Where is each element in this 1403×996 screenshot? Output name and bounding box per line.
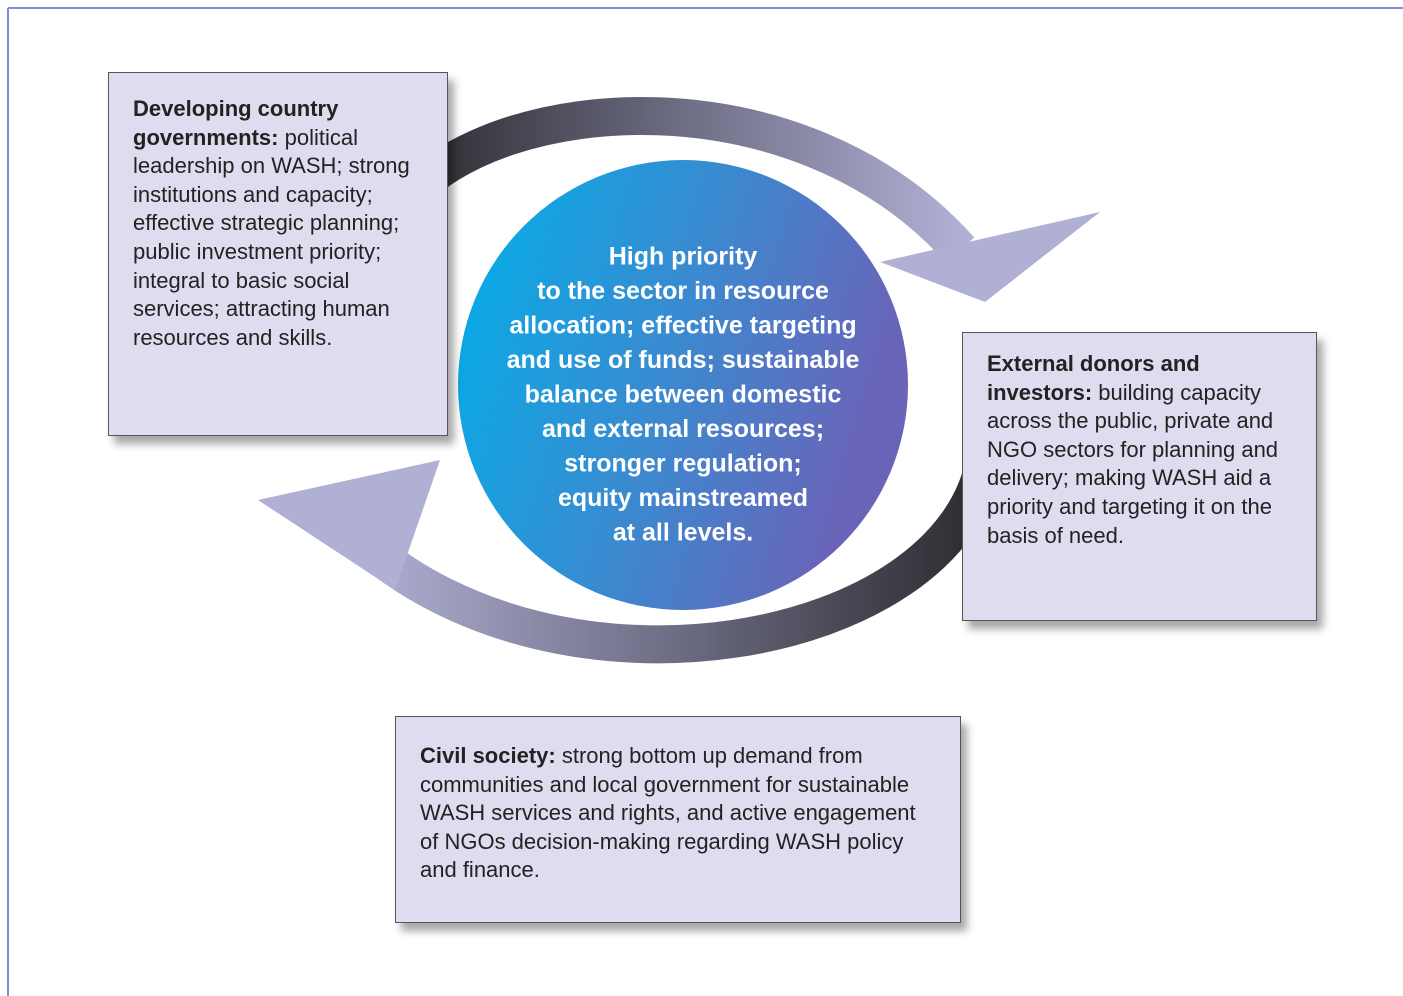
box-governments: Developing country governments: politica… bbox=[108, 72, 448, 436]
box-text: building capacity across the public, pri… bbox=[987, 379, 1279, 548]
box-text: strong bottom up demand from communities… bbox=[420, 743, 916, 883]
center-line: allocation; effective targeting bbox=[509, 312, 856, 340]
box-donors: External donors and investors: building … bbox=[962, 332, 1317, 621]
center-line: balance between domestic bbox=[525, 381, 842, 409]
center-text: High priority to the sector in resource al… bbox=[507, 243, 860, 547]
box-lead: Developing country governments: bbox=[133, 96, 339, 150]
arrowhead-top bbox=[880, 212, 1100, 302]
center-line: equity mainstreamed bbox=[558, 484, 808, 512]
box-lead: Civil society: bbox=[420, 743, 556, 768]
box-civil-society: Civil society: strong bottom up demand f… bbox=[395, 716, 961, 923]
arrowhead-bottom bbox=[258, 460, 440, 590]
center-line: to the sector in resource bbox=[537, 277, 829, 305]
center-line: at all levels. bbox=[613, 519, 753, 547]
center-circle bbox=[458, 160, 908, 610]
arrow-bottom bbox=[347, 455, 1004, 664]
arrow-top bbox=[390, 96, 975, 263]
center-line: and use of funds; sustainable bbox=[507, 346, 860, 374]
box-lead: External donors and investors: bbox=[987, 351, 1200, 405]
center-line: High priority bbox=[609, 243, 758, 271]
box-text: political leadership on WASH; strong ins… bbox=[133, 124, 410, 350]
center-line: stronger regulation; bbox=[564, 450, 802, 478]
center-line: and external resources; bbox=[542, 415, 824, 443]
